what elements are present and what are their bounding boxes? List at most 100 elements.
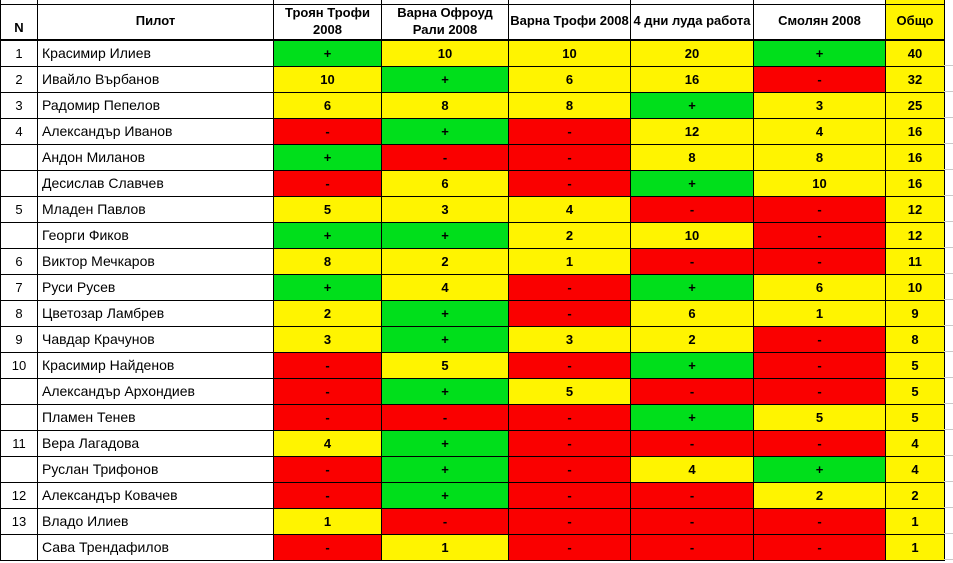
total-cell: 9 <box>885 299 945 327</box>
rank-cell: 6 <box>0 247 38 275</box>
rank-cell: 11 <box>0 429 38 457</box>
total-cell: 1 <box>885 533 945 561</box>
score-cell: 10 <box>630 221 754 249</box>
score-cell: - <box>753 195 886 223</box>
rank-cell <box>0 455 38 483</box>
col-header-4-days: 4 дни луда работа <box>630 3 754 41</box>
table-row: Александър Архондиев - +5- -5 <box>0 377 945 405</box>
pilot-name: Георги Фиков <box>37 221 274 249</box>
pilot-name: Красимир Илиев <box>37 39 274 67</box>
table-row: Сава Трендафилов -1- - -1 <box>0 533 945 561</box>
score-cell: + <box>381 455 509 483</box>
pilot-name: Александър Иванов <box>37 117 274 145</box>
score-cell: 4 <box>630 455 754 483</box>
score-cell: - <box>508 273 631 301</box>
score-cell: - <box>630 195 754 223</box>
total-cell: 1 <box>885 507 945 535</box>
pilot-name: Андон Миланов <box>37 143 274 171</box>
pilot-name: Красимир Найденов <box>37 351 274 379</box>
score-cell: + <box>630 273 754 301</box>
score-cell: 4 <box>381 273 509 301</box>
score-cell: 3 <box>381 195 509 223</box>
score-cell: 2 <box>381 247 509 275</box>
rank-cell: 3 <box>0 91 38 119</box>
score-cell: - <box>508 169 631 197</box>
score-cell: + <box>273 273 382 301</box>
total-cell: 10 <box>885 273 945 301</box>
score-cell: - <box>508 533 631 561</box>
score-cell: + <box>273 221 382 249</box>
score-cell: 12 <box>630 117 754 145</box>
score-cell: + <box>381 299 509 327</box>
table-row: 6 Виктор Мечкаров 8 2 1- -11 <box>0 247 945 275</box>
score-cell: + <box>273 143 382 171</box>
pilot-name: Руслан Трифонов <box>37 455 274 483</box>
pilot-name: Сава Трендафилов <box>37 533 274 561</box>
score-cell: 3 <box>753 91 886 119</box>
score-cell: 16 <box>630 65 754 93</box>
rank-cell: 5 <box>0 195 38 223</box>
score-cell: 6 <box>753 273 886 301</box>
total-cell: 12 <box>885 221 945 249</box>
score-cell: - <box>381 143 509 171</box>
score-cell: 8 <box>273 247 382 275</box>
score-cell: 8 <box>753 143 886 171</box>
score-cell: + <box>381 325 509 353</box>
score-cell: 10 <box>508 39 631 67</box>
score-cell: + <box>753 39 886 67</box>
score-cell: 2 <box>508 221 631 249</box>
score-cell: - <box>753 325 886 353</box>
rank-cell: 10 <box>0 351 38 379</box>
table-row: 11 Вера Лагадова 4 + - - -4 <box>0 429 945 457</box>
table-row: Георги Фиков + +2 10-12 <box>0 221 945 249</box>
table-row: 10 Красимир Найденов -5- + -5 <box>0 351 945 379</box>
col-header-varna-offroad: Варна Офроуд Рали 2008 <box>381 3 509 41</box>
rank-cell <box>0 377 38 405</box>
total-cell: 5 <box>885 351 945 379</box>
score-cell: - <box>753 377 886 405</box>
score-cell: + <box>381 481 509 509</box>
score-cell: 6 <box>381 169 509 197</box>
total-cell: 16 <box>885 169 945 197</box>
total-cell: 2 <box>885 481 945 509</box>
score-cell: - <box>508 507 631 535</box>
col-header-n: N <box>0 3 38 41</box>
score-cell: - <box>508 429 631 457</box>
rank-cell: 1 <box>0 39 38 67</box>
score-cell: 3 <box>273 325 382 353</box>
score-cell: + <box>381 377 509 405</box>
score-cell: - <box>508 143 631 171</box>
score-cell: 20 <box>630 39 754 67</box>
spreadsheet-gridline-stubs <box>944 40 953 561</box>
table-row: 1 Красимир Илиев +10 10 20 +40 <box>0 39 945 67</box>
score-cell: + <box>381 429 509 457</box>
score-cell: 5 <box>381 351 509 379</box>
total-cell: 25 <box>885 91 945 119</box>
score-cell: - <box>753 351 886 379</box>
table-row: 2 Ивайло Върбанов 10 +6 16-32 <box>0 65 945 93</box>
rank-cell: 13 <box>0 507 38 535</box>
header-row: N Пилот Троян Трофи 2008 Варна Офроуд Ра… <box>0 3 945 41</box>
total-cell: 4 <box>885 429 945 457</box>
score-cell: 1 <box>508 247 631 275</box>
pilot-name: Вера Лагадова <box>37 429 274 457</box>
pilot-name: Радомир Пепелов <box>37 91 274 119</box>
score-cell: + <box>630 351 754 379</box>
pilot-name: Десислав Славчев <box>37 169 274 197</box>
pilot-name: Младен Павлов <box>37 195 274 223</box>
score-cell: + <box>381 65 509 93</box>
pilot-name: Ивайло Върбанов <box>37 65 274 93</box>
score-cell: 6 <box>508 65 631 93</box>
total-cell: 5 <box>885 377 945 405</box>
score-cell: - <box>273 377 382 405</box>
score-cell: - <box>381 403 509 431</box>
score-cell: + <box>381 221 509 249</box>
col-header-varna-trophy: Варна Трофи 2008 <box>508 3 631 41</box>
score-cell: 1 <box>753 299 886 327</box>
pilot-name: Владо Илиев <box>37 507 274 535</box>
score-cell: - <box>273 481 382 509</box>
score-cell: - <box>753 221 886 249</box>
score-cell: - <box>630 533 754 561</box>
